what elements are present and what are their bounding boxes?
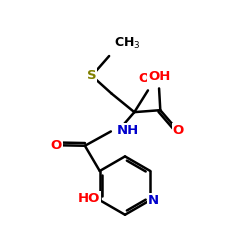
Text: NH: NH [117,124,139,137]
Text: CH$_3$: CH$_3$ [114,36,140,51]
Text: N: N [148,194,159,207]
Text: OH: OH [138,72,160,85]
Text: O: O [50,139,62,152]
Text: HO: HO [78,192,100,205]
Text: OH: OH [148,70,170,83]
Text: S: S [86,69,96,82]
Text: O: O [172,124,184,137]
